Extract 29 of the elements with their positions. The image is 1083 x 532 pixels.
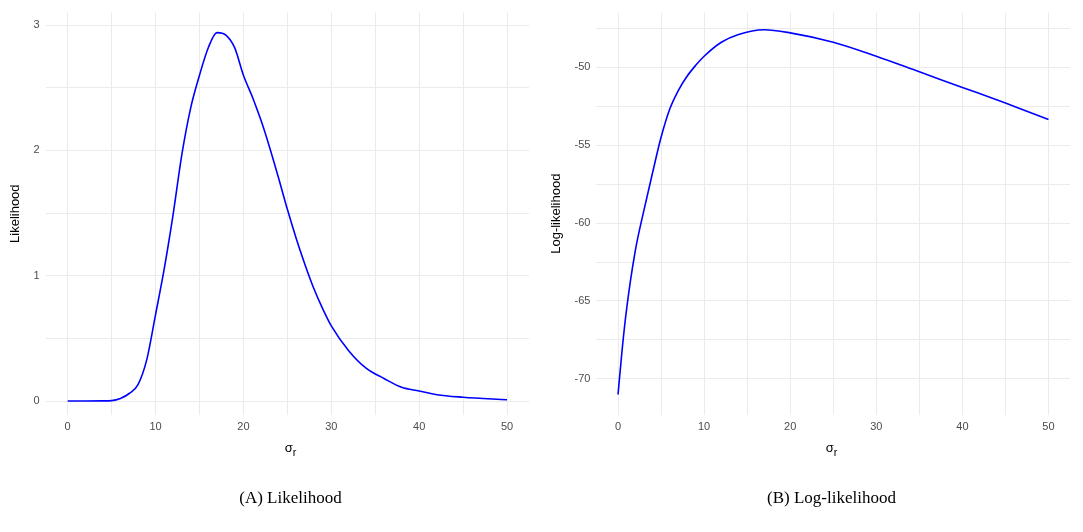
y-tick-label: -60	[574, 216, 591, 229]
x-tick-label: 10	[149, 420, 162, 433]
text: (A) Likelihood	[238, 488, 343, 508]
y-tick-label: 2	[33, 143, 40, 156]
x-tick-label: 0	[64, 420, 71, 433]
y-axis-title: Likelihood	[7, 184, 23, 243]
line-series	[617, 28, 1050, 396]
y-tick-label: -55	[574, 138, 591, 151]
x-tick-label: 0	[614, 420, 622, 433]
x-tick-label: 20	[784, 420, 797, 433]
y-axis-title: Log-likelihood	[548, 173, 564, 254]
y-tick-label: -70	[574, 371, 591, 384]
x-tick-label: 40	[956, 420, 969, 433]
y-tick-label: 3	[33, 18, 40, 31]
x-tick-label: 50	[500, 420, 514, 433]
x-tick-label: 30	[870, 420, 883, 433]
line-series	[66, 31, 508, 402]
x-tick-label: 10	[697, 420, 711, 433]
y-tick-label: 0	[33, 394, 40, 407]
x-tick-label: 40	[413, 420, 426, 433]
y-tick-label: -50	[574, 60, 591, 73]
x-tick-label: 20	[237, 420, 250, 433]
x-tick-label: 30	[325, 420, 338, 433]
x-tick-label: 50	[1042, 420, 1055, 433]
x-axis-title: σ$_{r}$	[283, 440, 298, 460]
y-tick-label: 1	[33, 268, 40, 281]
y-tick-label: -65	[574, 294, 591, 307]
x-axis-title: σ$_{r}$	[824, 440, 839, 460]
text: (B) Log-likelihood	[766, 488, 897, 508]
